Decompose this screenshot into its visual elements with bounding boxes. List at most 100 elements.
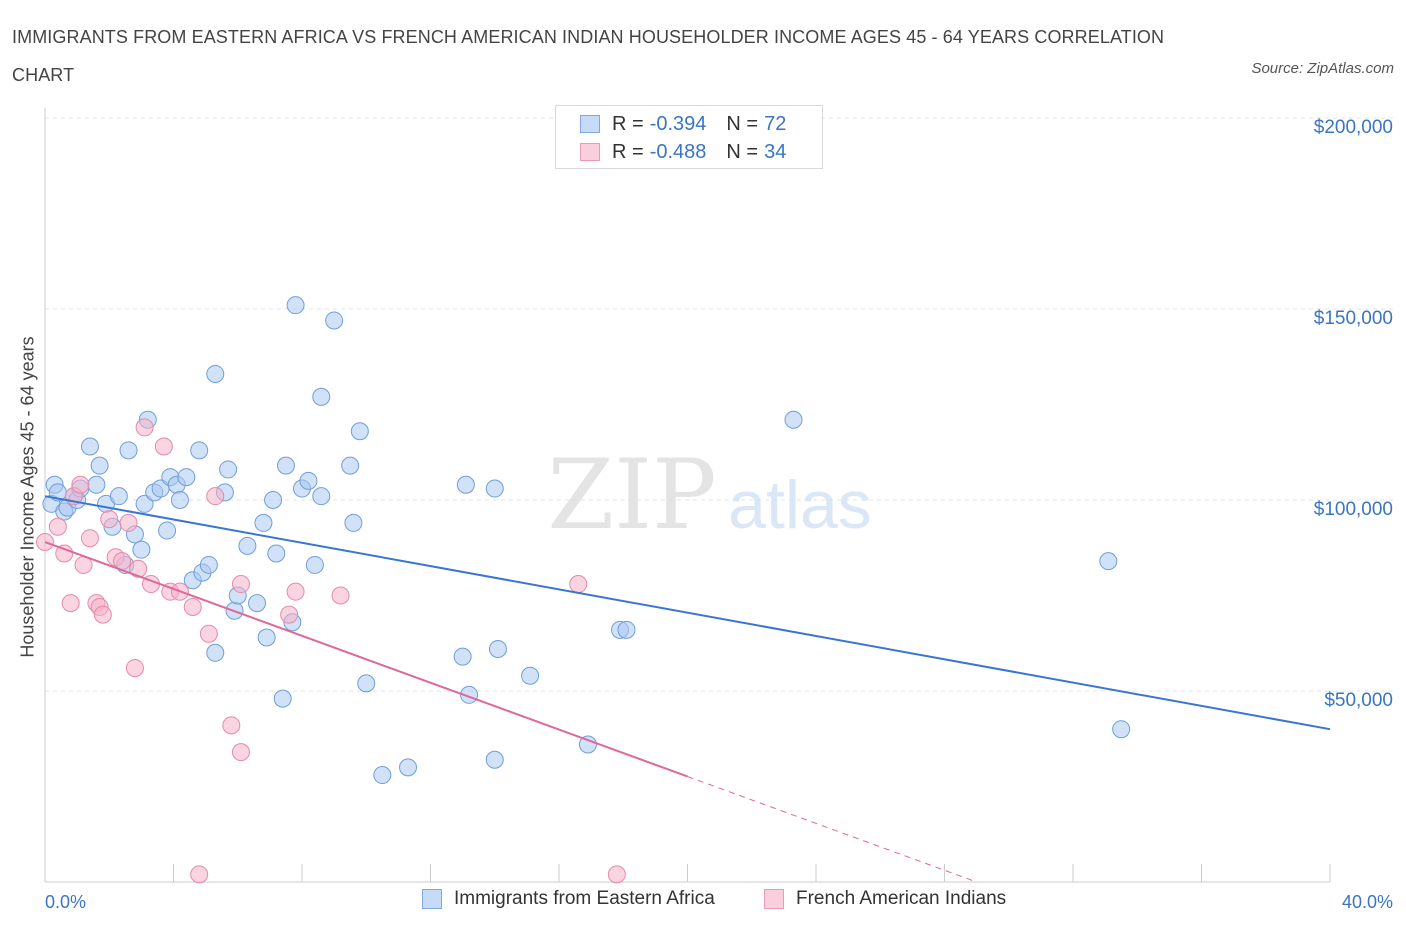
data-point bbox=[607, 865, 626, 884]
legend-n-label: N = bbox=[726, 140, 759, 163]
watermark-atlas: atlas bbox=[728, 467, 872, 543]
series-points bbox=[36, 296, 1131, 884]
data-point bbox=[569, 575, 588, 594]
data-point bbox=[93, 605, 112, 624]
data-point bbox=[238, 536, 257, 555]
data-point bbox=[90, 456, 109, 475]
data-point bbox=[190, 441, 209, 460]
data-point bbox=[485, 479, 504, 498]
data-point bbox=[119, 441, 138, 460]
trend-lines bbox=[44, 495, 1331, 883]
legend-n-label: N = bbox=[726, 112, 759, 135]
data-point bbox=[154, 437, 173, 456]
data-point bbox=[170, 491, 189, 509]
data-point bbox=[305, 555, 324, 574]
data-point bbox=[100, 510, 119, 529]
data-point bbox=[55, 544, 74, 563]
data-point bbox=[199, 624, 218, 643]
data-point bbox=[206, 364, 225, 383]
legend: R = -0.394 N = 72 R = -0.488 N = 34 bbox=[555, 105, 823, 169]
data-point bbox=[87, 475, 106, 494]
data-point bbox=[222, 716, 241, 735]
data-point bbox=[344, 513, 363, 532]
legend-r-label: R = bbox=[612, 140, 644, 163]
bottom-legend-label: Immigrants from Eastern Africa bbox=[454, 888, 715, 909]
data-point bbox=[341, 456, 360, 475]
data-point bbox=[231, 743, 250, 762]
data-point bbox=[488, 639, 507, 658]
trend-line-french-american-indians bbox=[44, 541, 688, 778]
bottom-legend-swatch-blue bbox=[422, 889, 442, 909]
data-point bbox=[177, 468, 196, 487]
data-point bbox=[219, 460, 238, 479]
data-point bbox=[199, 555, 218, 574]
data-point bbox=[61, 594, 80, 613]
data-point bbox=[125, 659, 144, 678]
tick-labels: $50,000 $100,000 $150,000 $200,000 0.0% 40.0% bbox=[45, 117, 1393, 912]
data-point bbox=[286, 296, 305, 315]
y-tick-label: $200,000 bbox=[1314, 117, 1393, 138]
data-point bbox=[276, 456, 295, 475]
legend-n-value: 34 bbox=[764, 140, 787, 163]
source-label: Source: ZipAtlas.com bbox=[1251, 60, 1394, 77]
data-point bbox=[119, 513, 138, 532]
data-point bbox=[456, 475, 475, 494]
bottom-legend-french-american-indians: French American Indians bbox=[764, 888, 1006, 910]
data-point bbox=[357, 674, 376, 693]
data-point bbox=[325, 311, 344, 330]
bottom-legend-swatch-pink bbox=[764, 889, 784, 909]
data-point bbox=[48, 517, 67, 536]
x-tick-label-max: 40.0% bbox=[1342, 892, 1393, 912]
data-point bbox=[80, 529, 99, 548]
data-point bbox=[521, 666, 540, 685]
chart-title: IMMIGRANTS FROM EASTERN AFRICA VS FRENCH… bbox=[12, 27, 1165, 85]
data-point bbox=[257, 628, 276, 647]
bottom-legend-label: French American Indians bbox=[796, 888, 1007, 909]
data-point bbox=[248, 594, 267, 613]
grid-lines bbox=[45, 117, 1395, 692]
data-point bbox=[312, 487, 331, 506]
axes bbox=[44, 108, 1331, 883]
data-point bbox=[617, 620, 636, 639]
legend-r-label: R = bbox=[612, 112, 644, 135]
trend-line-eastern-africa bbox=[44, 495, 1331, 731]
data-point bbox=[280, 605, 299, 624]
data-point bbox=[80, 437, 99, 456]
data-point bbox=[453, 647, 472, 666]
y-tick-label: $150,000 bbox=[1314, 308, 1393, 329]
data-point bbox=[286, 582, 305, 601]
data-point bbox=[206, 487, 225, 506]
bottom-legend-eastern-africa: Immigrants from Eastern Africa bbox=[422, 888, 715, 910]
legend-row-eastern-africa: R = -0.394 N = 72 bbox=[580, 111, 786, 137]
data-point bbox=[135, 418, 154, 437]
data-point bbox=[331, 586, 350, 605]
legend-r-value: -0.488 bbox=[649, 140, 707, 163]
trend-line-french-american-indians-extension bbox=[687, 776, 977, 883]
legend-swatch-blue bbox=[580, 115, 600, 133]
data-point bbox=[190, 865, 209, 884]
data-point bbox=[399, 758, 418, 777]
data-point bbox=[264, 491, 283, 509]
data-point bbox=[129, 559, 148, 578]
data-point bbox=[273, 689, 292, 708]
data-point bbox=[254, 513, 273, 532]
data-point bbox=[299, 471, 318, 490]
data-point bbox=[71, 475, 90, 494]
series-french-american-indians bbox=[36, 418, 626, 884]
y-tick-label: $50,000 bbox=[1324, 690, 1393, 711]
y-tick-label: $100,000 bbox=[1314, 499, 1393, 520]
legend-row-french-american-indians: R = -0.488 N = 34 bbox=[580, 139, 786, 165]
data-point bbox=[206, 643, 225, 662]
data-point bbox=[373, 766, 392, 785]
data-point bbox=[183, 597, 202, 616]
legend-r-value: -0.394 bbox=[649, 112, 707, 135]
data-point bbox=[578, 735, 597, 754]
data-point bbox=[267, 544, 286, 563]
data-point bbox=[1099, 552, 1118, 571]
watermark: ZIP atlas bbox=[547, 439, 871, 551]
data-point bbox=[109, 487, 128, 506]
x-tick-label-min: 0.0% bbox=[45, 892, 86, 912]
data-point bbox=[231, 575, 250, 594]
data-point bbox=[135, 494, 154, 513]
